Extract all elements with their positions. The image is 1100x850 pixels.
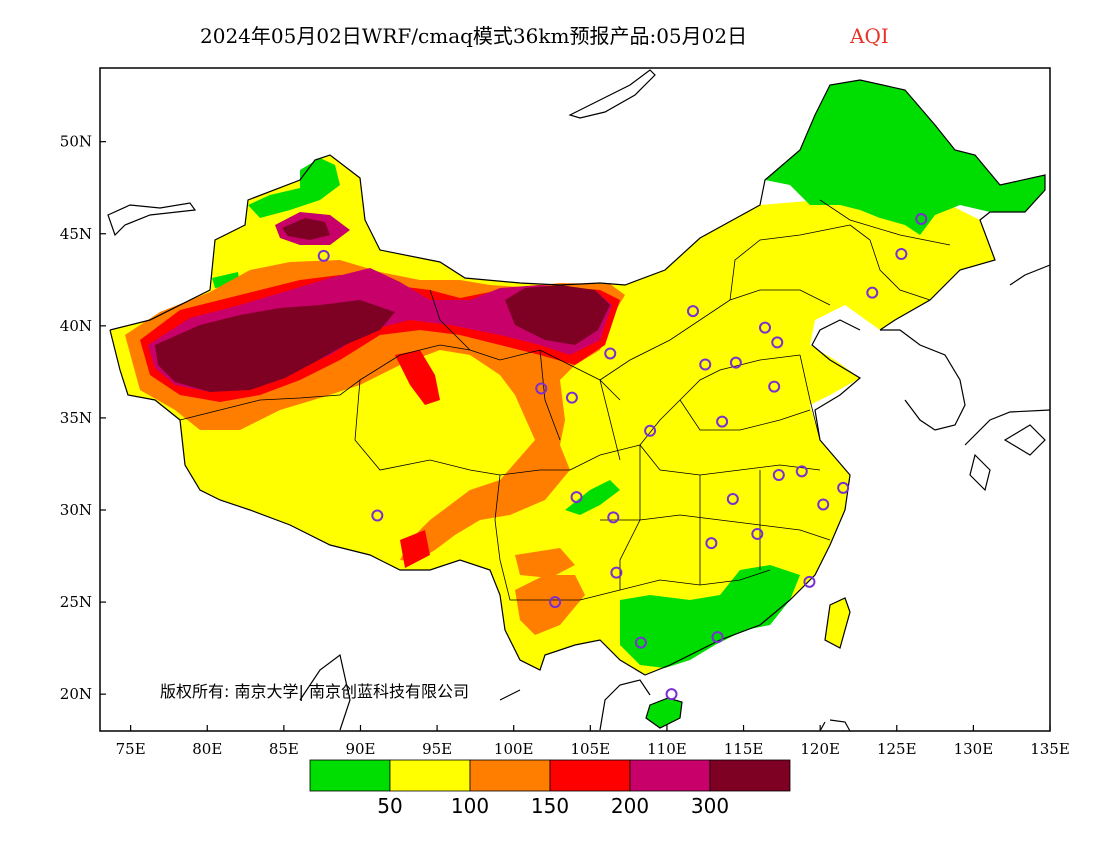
- china-boundary: [109, 79, 1046, 331]
- lon-tick-label: 105E: [571, 740, 611, 758]
- coastline-japan: [964, 409, 1050, 492]
- province-borders: [179, 199, 951, 601]
- city-station-marker: [610, 566, 623, 579]
- city-station-marker: [607, 511, 620, 524]
- aqi-field-hazardous-maroon: [155, 300, 395, 392]
- colorbar-swatch: [469, 759, 551, 792]
- colorbar-swatch: [389, 759, 471, 792]
- city-station-marker: [795, 465, 808, 478]
- lat-tick-label: 45N: [60, 225, 92, 243]
- lon-tick-label: 85E: [269, 740, 299, 758]
- lat-tick-label: 40N: [60, 317, 92, 335]
- colorbar-swatch: [309, 759, 391, 792]
- aqi-field-hainan-good: [646, 698, 682, 728]
- colorbar-label: 300: [691, 794, 729, 818]
- plot-frame: [99, 67, 1051, 732]
- coastline-philippines: [819, 719, 851, 731]
- city-station-marker: [686, 305, 699, 318]
- city-station-marker: [895, 248, 908, 261]
- city-station-marker: [915, 213, 928, 226]
- lon-tick-label: 135E: [1030, 740, 1070, 758]
- colorbar-swatch: [709, 759, 791, 792]
- lat-tick-label: 30N: [60, 501, 92, 519]
- city-station-marker: [751, 527, 764, 540]
- city-station-marker: [705, 537, 718, 550]
- lon-tick-label: 110E: [647, 740, 687, 758]
- lon-tick-label: 125E: [877, 740, 917, 758]
- aqi-field-sichuan-orange: [515, 548, 575, 578]
- station-markers: [317, 213, 928, 701]
- latitude-ticks: 20N 25N 30N 35N 40N 45N 50N: [60, 133, 106, 703]
- city-station-marker: [634, 636, 647, 649]
- city-station-marker: [729, 356, 742, 369]
- lon-tick-label: 75E: [116, 740, 146, 758]
- aqi-field-alxa-maroon: [505, 285, 610, 345]
- lon-tick-label: 95E: [422, 740, 452, 758]
- coastline-baikal: [568, 69, 656, 119]
- city-station-marker: [644, 424, 657, 437]
- colorbar-label: 100: [451, 794, 489, 818]
- lon-tick-label: 130E: [954, 740, 994, 758]
- aqi-colorbar: 50 100 150 200 300: [309, 759, 791, 818]
- city-station-marker: [759, 321, 771, 334]
- aqi-field-kashgar-red: [400, 530, 430, 568]
- plot-area: 版权所有: 南京大学| 南京创蓝科技有限公司: [100, 68, 1050, 731]
- lon-tick-label: 90E: [345, 740, 375, 758]
- city-station-marker: [711, 631, 724, 644]
- lon-tick-label: 120E: [800, 740, 840, 758]
- city-station-marker: [699, 358, 712, 371]
- aqi-field-south-good: [620, 565, 800, 668]
- city-station-marker: [771, 336, 784, 349]
- colorbar-label: 150: [531, 794, 569, 818]
- colorbar-swatch: [549, 759, 631, 792]
- city-station-marker: [604, 347, 617, 360]
- lat-tick-label: 50N: [60, 133, 92, 151]
- aqi-field-qaidam-red: [395, 350, 440, 405]
- lon-tick-label: 100E: [494, 740, 534, 758]
- city-station-marker: [772, 469, 785, 482]
- coastline-taiwan: [824, 597, 851, 649]
- lat-tick-label: 20N: [60, 685, 92, 703]
- map-variable-label: AQI: [849, 24, 889, 48]
- aqi-field-northeast-good: [765, 80, 1045, 235]
- lat-tick-label: 25N: [60, 593, 92, 611]
- aqi-field-sichuan-good: [565, 480, 620, 515]
- coastline-balkhash: [107, 202, 197, 237]
- colorbar-label: 50: [377, 794, 402, 818]
- map-title: 2024年05月02日WRF/cmaq模式36km预报产品:05月02日: [200, 24, 747, 48]
- city-station-marker: [837, 481, 850, 494]
- lat-tick-label: 35N: [60, 409, 92, 427]
- coastline-bohai: [789, 319, 862, 601]
- city-station-marker: [565, 391, 578, 404]
- city-station-marker: [716, 415, 729, 428]
- city-station-marker: [768, 380, 781, 393]
- aqi-field-junggar-maroon: [282, 218, 330, 240]
- city-station-marker: [866, 286, 879, 299]
- china-boundary-southwest: [109, 329, 791, 676]
- city-station-marker: [665, 688, 678, 701]
- colorbar-swatch: [629, 759, 711, 792]
- city-station-marker: [371, 509, 384, 522]
- coastline-indochina: [299, 653, 651, 731]
- aqi-field-xinjiang-good: [248, 158, 340, 218]
- copyright-text: 版权所有: 南京大学| 南京创蓝科技有限公司: [160, 682, 469, 701]
- city-station-marker: [570, 491, 583, 504]
- lon-tick-label: 80E: [192, 740, 222, 758]
- city-station-marker: [726, 492, 739, 505]
- lon-tick-label: 115E: [724, 740, 764, 758]
- city-station-marker: [535, 382, 548, 395]
- city-station-marker: [549, 596, 562, 609]
- aqi-field-taiwan-good: [825, 598, 850, 648]
- colorbar-label: 200: [611, 794, 649, 818]
- city-station-marker: [803, 575, 816, 588]
- coastline-sakhalin: [1009, 264, 1050, 286]
- city-station-marker: [817, 498, 830, 511]
- longitude-ticks: 75E 80E 85E 90E 95E 100E 105E 110E 115E 120E 125E 1…: [116, 725, 1070, 758]
- coastline-korea: [880, 329, 966, 431]
- city-station-marker: [317, 249, 330, 262]
